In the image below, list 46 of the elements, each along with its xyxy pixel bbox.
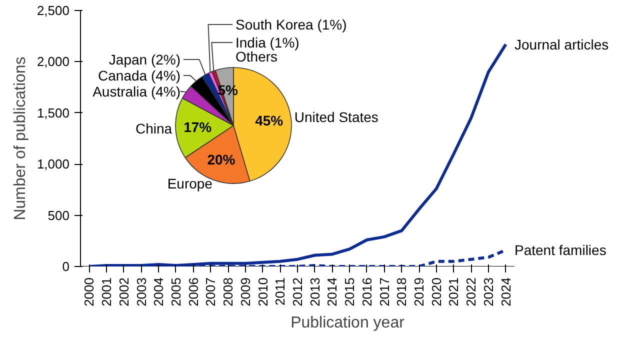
series-label: Patent families: [514, 242, 606, 258]
x-tick-label: 2007: [203, 278, 218, 306]
x-tick-label: 2003: [134, 278, 149, 306]
y-tick-label: 1,000: [36, 156, 70, 172]
x-tick-label: 2008: [220, 278, 236, 306]
x-tick-label: 2021: [446, 278, 462, 306]
series-label: Journal articles: [514, 36, 609, 52]
x-tick-label: 2001: [99, 278, 114, 306]
x-tick-label: 2010: [255, 278, 270, 306]
slice-label: India (1%): [236, 34, 300, 50]
y-tick-label: 0: [62, 259, 70, 274]
y-tick-label: 1,500: [36, 105, 70, 120]
data-label: 17%: [184, 119, 212, 136]
x-tick-label: 2006: [186, 278, 201, 306]
x-tick-label: 2000: [82, 278, 97, 306]
x-tick-label: 2002: [116, 278, 132, 306]
data-label: 45%: [255, 112, 284, 128]
x-tick-label: 2012: [290, 278, 305, 306]
x-tick-label: 2009: [238, 278, 253, 306]
x-tick-label: 2024: [498, 278, 514, 306]
slice-label: Europe: [167, 175, 213, 192]
x-tick-label: 2015: [342, 278, 358, 306]
slice-label: China: [136, 120, 172, 136]
slice-label: Australia (4%): [92, 84, 181, 100]
x-tick-label: 2011: [272, 277, 288, 306]
x-tick-label: 2017: [376, 278, 392, 306]
x-tick-label: 2019: [412, 278, 427, 306]
slice-label: Japan (2%): [108, 52, 180, 68]
x-tick-label: 2020: [428, 278, 444, 306]
x-tick-label: 2014: [324, 278, 340, 306]
x-tick-label: 2005: [168, 278, 184, 306]
data-label: 20%: [207, 151, 236, 168]
slice-label: Canada (4%): [98, 68, 181, 84]
slice-label: South Korea (1%): [236, 16, 347, 32]
slice-label: United States: [294, 108, 378, 125]
x-tick-label: 2022: [464, 278, 479, 306]
x-tick-label: 2018: [394, 278, 410, 306]
x-tick-label: 2016: [359, 278, 374, 306]
y-tick-label: 2,500: [36, 3, 70, 18]
y-axis-title: Number of publications: [12, 56, 29, 220]
x-axis-title: Publication year: [290, 314, 406, 332]
x-tick-label: 2013: [307, 278, 322, 306]
x-tick-label: 2004: [151, 278, 166, 306]
x-tick-label: 2023: [480, 278, 496, 306]
y-tick-label: 2,000: [36, 54, 70, 70]
y-tick-label: 500: [48, 208, 70, 223]
